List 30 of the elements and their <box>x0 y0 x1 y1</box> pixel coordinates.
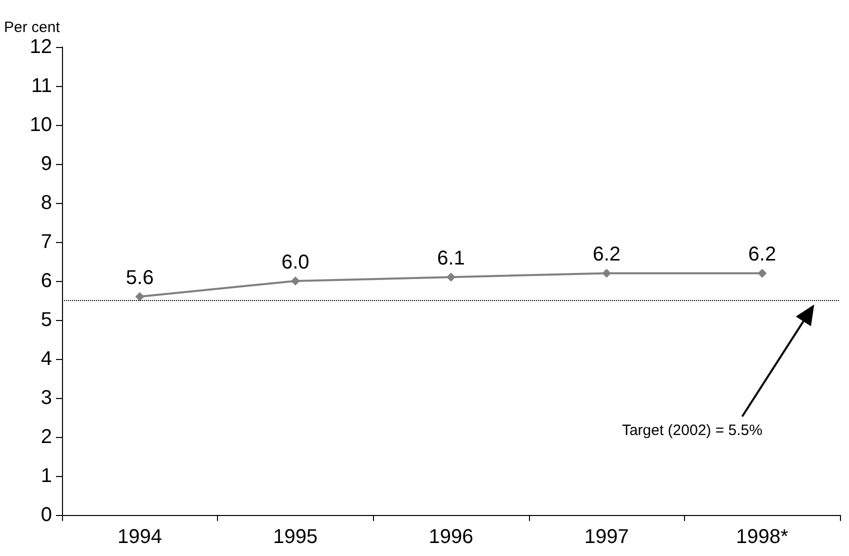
y-tick-label: 5 <box>40 309 52 331</box>
point <box>446 272 456 282</box>
point <box>135 292 144 302</box>
y-tick-label: 1 <box>40 465 52 487</box>
data-label: 5.6 <box>126 267 154 290</box>
x-tick-label: 1997 <box>584 526 629 548</box>
data-label: 6.1 <box>437 248 465 270</box>
y-tick-label: 8 <box>40 192 52 214</box>
y-tick-label: 12 <box>30 36 52 58</box>
x-tick-label: 1994 <box>118 526 162 548</box>
data-label: 6.0 <box>281 252 310 274</box>
y-tick-label: 4 <box>40 348 52 370</box>
y-tick-label: 3 <box>40 387 52 409</box>
x-tick-label: 1995 <box>273 526 318 548</box>
data-label: 6.2 <box>748 244 776 266</box>
y-tick-label: 7 <box>40 231 52 253</box>
y-tick-label: 11 <box>31 75 52 97</box>
x-tick-label: 1996 <box>428 526 474 548</box>
y-tick-label: 6 <box>40 270 52 292</box>
y-tick-label: 0 <box>40 504 52 526</box>
data-label: 6.2 <box>592 244 621 266</box>
y-axis-title: Per cent <box>4 19 61 36</box>
point <box>602 268 612 278</box>
y-tick-label: 9 <box>40 153 52 175</box>
y-tick-label: 10 <box>30 114 52 136</box>
ref-line-label: Target (2002) = 5.5% <box>622 422 762 439</box>
point <box>290 276 300 286</box>
point <box>758 268 767 278</box>
x-tick-label: 1998* <box>736 526 789 548</box>
y-tick-label: 2 <box>40 426 52 448</box>
